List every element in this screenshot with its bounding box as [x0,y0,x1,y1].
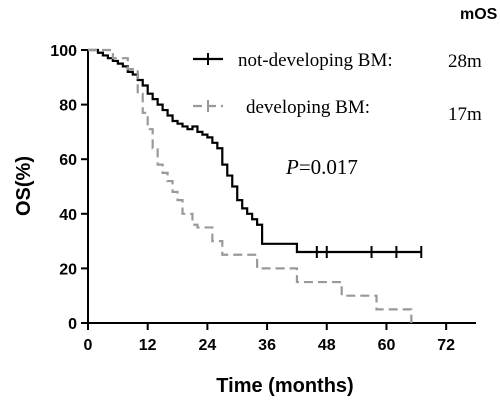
legend-label-2: developing BM: [246,97,370,118]
y-tick-label: 100 [50,43,77,60]
legend-label-1: not-developing BM: [238,50,393,71]
legend-mos-2: 17m [448,104,482,125]
y-axis-title: OS(%) [13,156,35,216]
p-value-text: =0.017 [299,155,358,179]
x-tick-label: 60 [378,337,396,354]
x-tick-label: 12 [139,337,157,354]
y-tick-label: 80 [59,98,77,115]
x-axis-title: Time (months) [216,375,353,397]
legend: not-developing BM: 28m developing BM: 17m [193,50,482,125]
x-tick-label: 24 [198,337,216,354]
x-tick-label: 0 [84,337,93,354]
p-value-annotation: P=0.017 [285,155,358,179]
y-tick-label: 0 [68,316,77,333]
legend-mos-header: mOS [460,6,498,23]
y-tick-label: 60 [59,152,77,169]
p-value-letter: P [285,155,299,179]
legend-mos-1: 28m [448,51,482,72]
x-tick-label: 72 [437,337,455,354]
survival-curves [88,48,423,323]
series-curve-2 [88,48,413,323]
y-tick-label: 20 [59,261,77,278]
axes: 0 12 24 36 48 60 72 0 20 40 60 80 100 [50,43,476,354]
series-curve-1 [88,48,422,254]
x-tick-label: 36 [258,337,276,354]
x-tick-label: 48 [318,337,336,354]
y-tick-label: 40 [59,207,77,224]
